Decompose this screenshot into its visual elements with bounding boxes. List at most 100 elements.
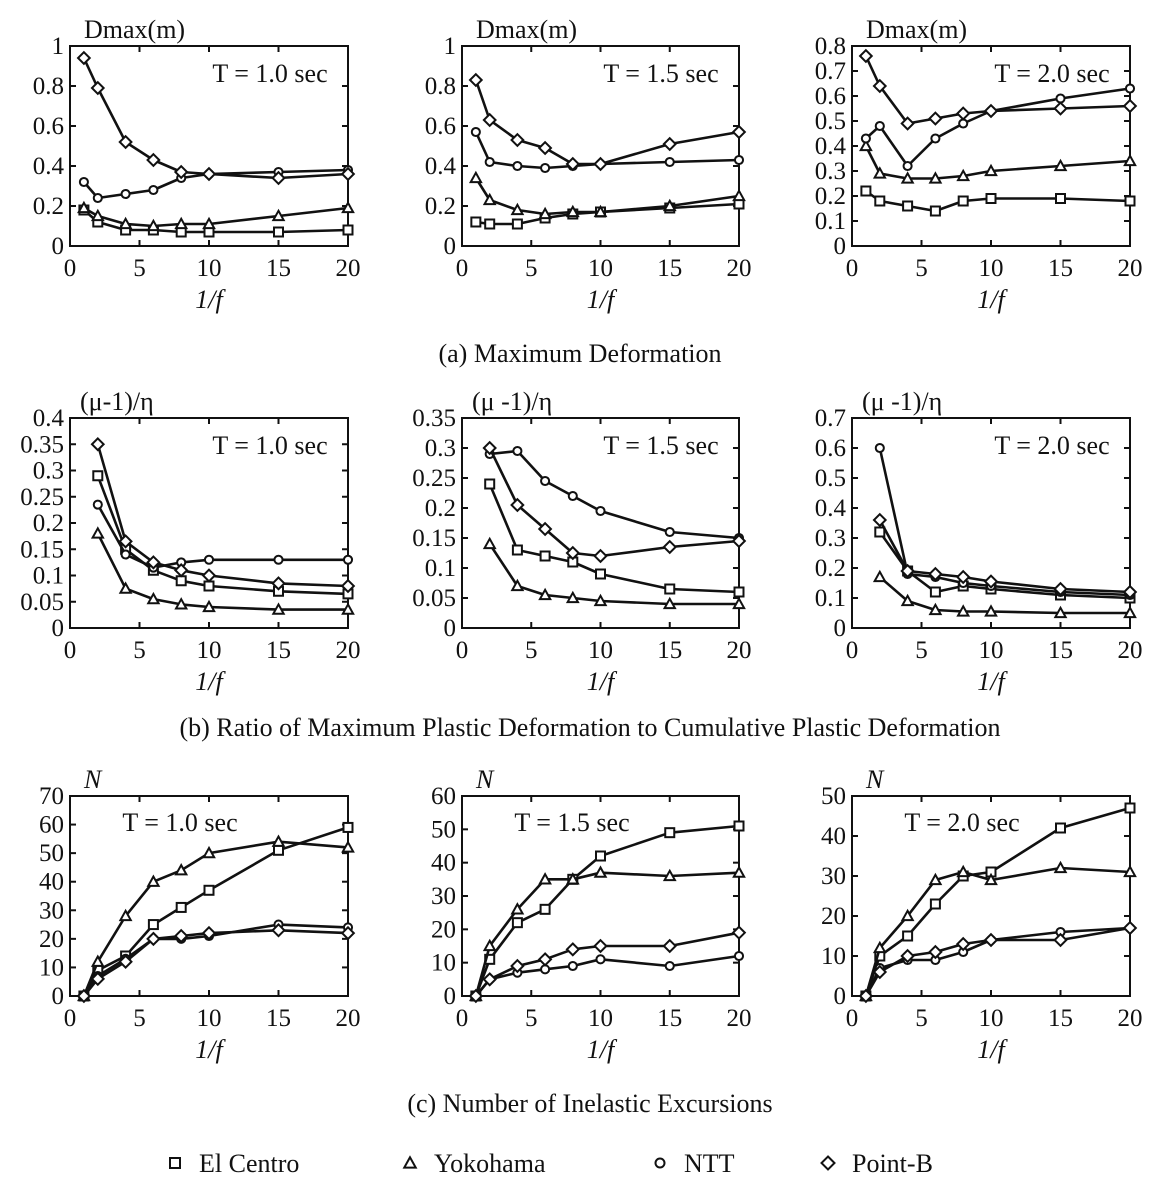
data-point xyxy=(539,903,551,915)
data-point xyxy=(930,133,941,144)
y-tick-label: 0.5 xyxy=(815,108,846,135)
period-annotation: T = 1.0 sec xyxy=(212,59,327,88)
data-point xyxy=(482,440,497,456)
y-tick-label: 10 xyxy=(39,954,64,981)
data-point xyxy=(92,192,103,204)
data-point xyxy=(956,168,971,182)
y-tick-label: 10 xyxy=(431,950,456,977)
series-yokohama xyxy=(468,170,746,220)
data-point xyxy=(595,850,606,862)
x-tick-label: 5 xyxy=(525,255,538,282)
series-yokohama xyxy=(468,865,746,1002)
period-annotation: T = 2.0 sec xyxy=(994,431,1109,460)
x-axis-label: 1/f xyxy=(977,285,1008,314)
x-tick-label: 20 xyxy=(1118,1005,1143,1032)
y-tick-label: 70 xyxy=(39,783,64,810)
data-point xyxy=(902,160,913,172)
data-point xyxy=(731,124,747,140)
data-point xyxy=(118,534,133,549)
data-point xyxy=(1122,98,1138,114)
data-point xyxy=(732,188,746,202)
data-point xyxy=(537,140,553,156)
x-tick-label: 0 xyxy=(846,255,859,282)
legend-item: El Centro xyxy=(169,1149,299,1178)
caption-c: (c) Number of Inelastic Excursions xyxy=(407,1089,772,1118)
series-line xyxy=(474,824,740,997)
series-point-b xyxy=(468,72,747,172)
x-tick-label: 20 xyxy=(336,255,361,282)
data-point xyxy=(173,928,189,944)
y-tick-label: 0.3 xyxy=(33,458,64,485)
data-point xyxy=(537,521,553,537)
period-annotation: T = 1.0 sec xyxy=(122,808,237,837)
data-point xyxy=(733,950,745,962)
data-point xyxy=(662,868,677,882)
y-tick-label: 0.2 xyxy=(33,193,64,220)
panel-r3-c2: 0 10 20 30 40 50 60 0 5 10 15 20 1/f N T = 1.5 sec xyxy=(431,765,752,1064)
y-tick-label: 0 xyxy=(444,233,457,260)
x-tick-label: 10 xyxy=(979,255,1004,282)
series-line xyxy=(474,871,740,997)
legend-label: NTT xyxy=(684,1149,735,1178)
data-point xyxy=(92,499,103,510)
y-tick-label: 0.35 xyxy=(412,405,456,432)
series-point-b xyxy=(482,440,747,564)
data-point xyxy=(595,505,606,517)
data-point xyxy=(732,596,746,610)
data-point xyxy=(928,566,943,582)
data-point xyxy=(955,569,971,585)
x-tick-label: 0 xyxy=(456,255,469,282)
y-tick-label: 1 xyxy=(444,33,457,60)
x-tick-label: 5 xyxy=(525,637,538,664)
data-point xyxy=(148,184,159,196)
data-point xyxy=(1124,195,1136,207)
x-tick-label: 0 xyxy=(64,637,77,664)
data-point xyxy=(872,964,888,980)
series-ntt xyxy=(874,442,1136,601)
data-point xyxy=(1055,822,1066,834)
data-point xyxy=(983,574,999,589)
legend-label: Yokohama xyxy=(434,1149,546,1178)
x-axis-label: 1/f xyxy=(587,667,618,696)
data-point xyxy=(118,954,133,969)
data-point xyxy=(664,156,675,168)
data-point xyxy=(203,554,215,565)
data-point xyxy=(340,166,356,182)
data-point xyxy=(90,526,105,539)
y-tick-label: 40 xyxy=(431,850,456,877)
data-point xyxy=(955,936,971,952)
x-tick-label: 0 xyxy=(456,1005,469,1032)
data-point xyxy=(593,593,608,607)
data-point xyxy=(567,490,578,502)
data-point xyxy=(539,550,551,562)
data-point xyxy=(902,930,914,942)
data-point xyxy=(482,938,497,952)
y-axis-label: Dmax(m) xyxy=(84,15,185,44)
x-axis-label: 1/f xyxy=(587,285,618,314)
x-tick-label: 5 xyxy=(133,255,146,282)
legend-marker-triangle-icon xyxy=(402,1155,418,1169)
y-tick-label: 0.2 xyxy=(425,193,456,220)
y-tick-label: 0.15 xyxy=(20,536,64,563)
series-line xyxy=(82,923,349,997)
series-line xyxy=(489,449,740,540)
data-point xyxy=(956,864,971,878)
data-point xyxy=(271,576,286,591)
data-point xyxy=(146,874,161,887)
data-point xyxy=(1053,860,1068,874)
data-point xyxy=(662,198,677,212)
data-point xyxy=(860,185,872,197)
series-line xyxy=(864,55,1131,125)
data-point xyxy=(174,597,189,610)
data-point xyxy=(468,72,484,88)
series-line xyxy=(82,57,349,180)
y-tick-label: 20 xyxy=(431,916,456,943)
series-el-centro xyxy=(92,470,354,600)
data-point xyxy=(900,563,915,579)
data-point xyxy=(511,917,523,929)
y-tick-label: 30 xyxy=(431,883,456,910)
y-tick-label: 0.6 xyxy=(425,113,456,140)
